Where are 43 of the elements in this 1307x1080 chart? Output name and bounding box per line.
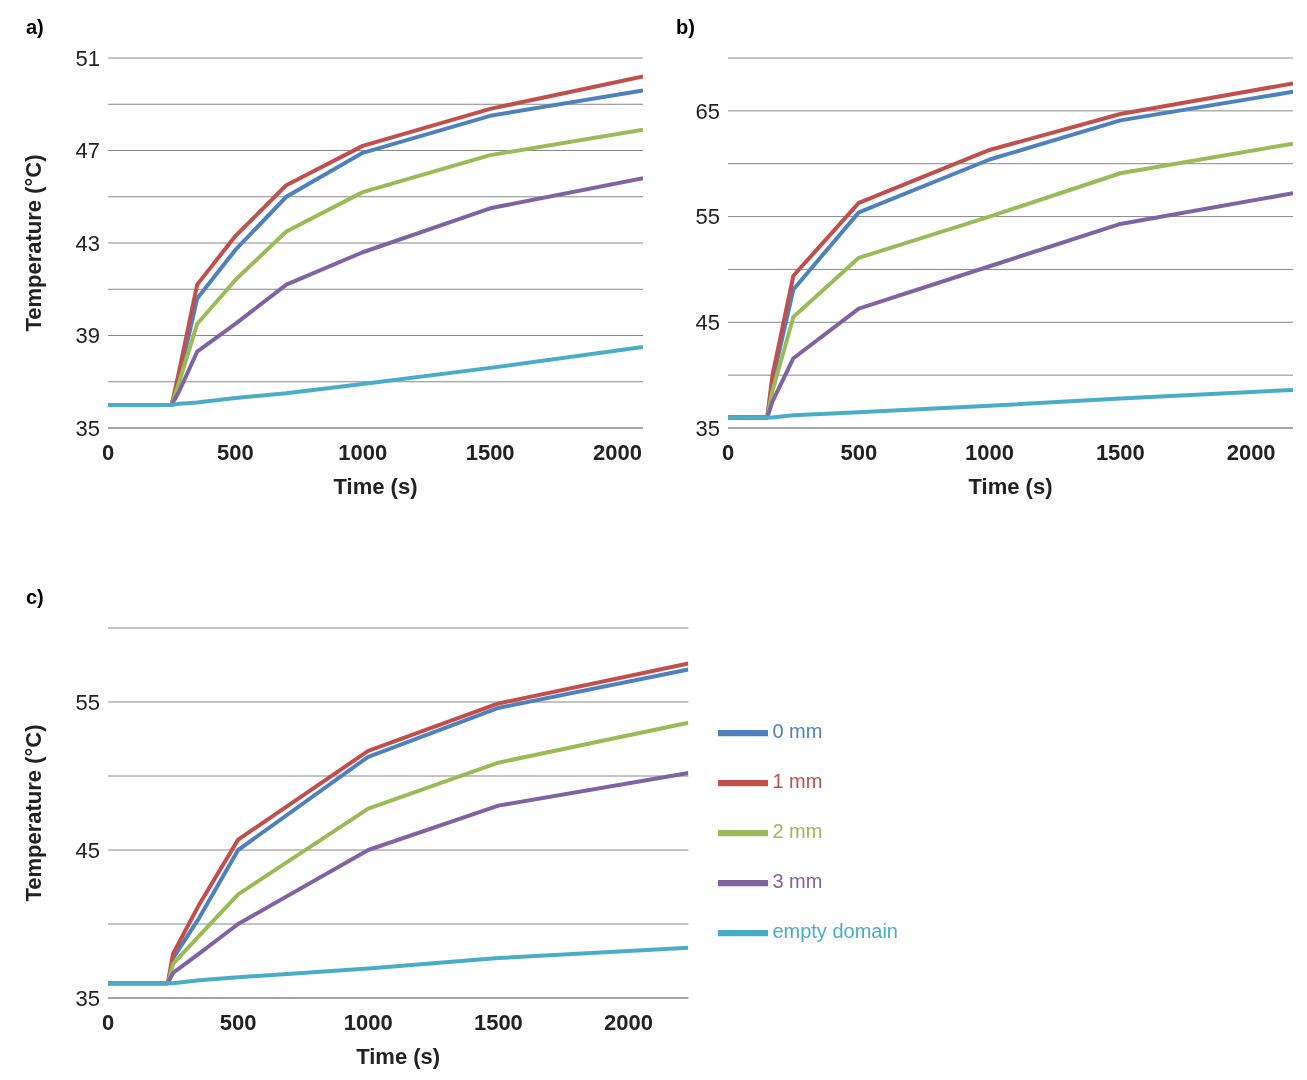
line-series (108, 945, 689, 986)
x-tick-label: 0 (101, 439, 115, 465)
y-tick-label: 47 (75, 138, 100, 164)
y-axis-title: Temperature (°C) (20, 154, 46, 332)
x-tick-label: 500 (217, 439, 254, 465)
y-tick-label: 45 (695, 310, 720, 336)
y-tick-label: 35 (75, 985, 100, 1011)
x-tick-label: 2000 (1226, 439, 1276, 465)
y-axis-title: Temperature (°C) (20, 724, 46, 902)
legend-label: 3 mm (772, 870, 823, 893)
y-tick-label: 39 (75, 323, 100, 349)
chart-title: c) (26, 586, 44, 609)
legend-label: empty domain (772, 920, 898, 943)
y-tick-label: 35 (695, 415, 720, 441)
x-axis-title: Time (s) (968, 474, 1053, 499)
x-tick-label: 1500 (473, 1009, 523, 1035)
legend-label: 0 mm (772, 720, 823, 743)
y-tick-label: 43 (75, 230, 100, 256)
x-tick-label: 500 (840, 439, 878, 465)
x-tick-label: 1000 (338, 439, 388, 465)
y-tick-label: 55 (695, 204, 720, 230)
x-tick-label: 500 (219, 1009, 257, 1035)
x-tick-label: 1500 (465, 439, 515, 465)
x-axis-title: Time (s) (333, 474, 418, 499)
x-tick-label: 1000 (965, 439, 1015, 465)
x-tick-label: 1500 (1095, 439, 1145, 465)
y-tick-label: 51 (75, 45, 100, 71)
y-tick-label: 35 (75, 415, 100, 441)
chart-title: a) (26, 16, 44, 39)
chart-title: b) (676, 16, 695, 39)
x-tick-label: 2000 (593, 439, 642, 465)
legend-label: 2 mm (772, 820, 823, 843)
x-tick-label: 0 (101, 1009, 115, 1035)
x-tick-label: 2000 (604, 1009, 653, 1035)
line-series (108, 345, 643, 407)
line-series (728, 387, 1293, 420)
legend-label: 1 mm (772, 770, 823, 793)
y-tick-label: 65 (695, 98, 720, 124)
x-tick-label: 1000 (343, 1009, 393, 1035)
x-axis-title: Time (s) (356, 1044, 441, 1069)
y-tick-label: 55 (75, 689, 100, 715)
x-tick-label: 0 (721, 439, 735, 465)
y-tick-label: 45 (75, 837, 100, 863)
